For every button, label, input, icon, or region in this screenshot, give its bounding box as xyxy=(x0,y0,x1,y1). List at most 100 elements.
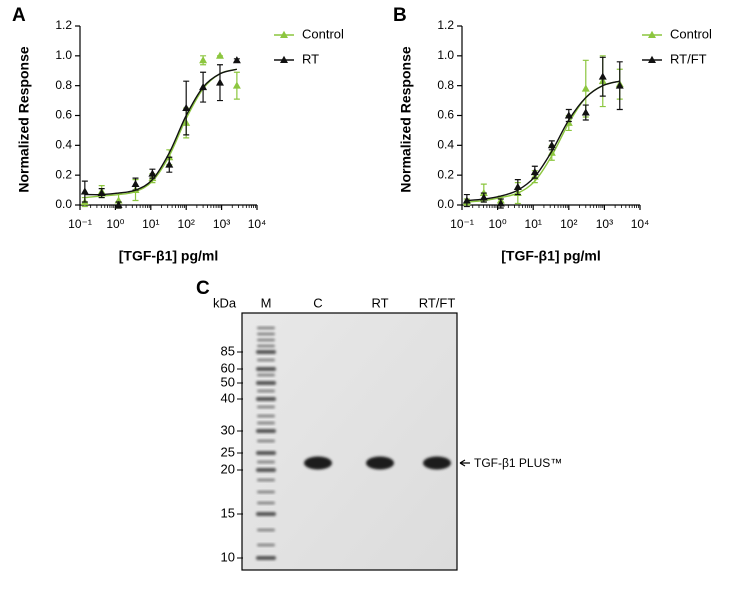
ladder-band xyxy=(256,429,276,433)
ladder-band-minor xyxy=(257,460,275,464)
marker-size-label: 30 xyxy=(221,422,235,437)
legend-label: Control xyxy=(670,26,712,41)
ladder-band xyxy=(256,468,276,472)
legend-marker xyxy=(648,55,656,63)
marker-size-label: 50 xyxy=(221,374,235,389)
legend-marker xyxy=(280,55,288,63)
ladder-band xyxy=(256,350,276,354)
y-tick-label: 0.8 xyxy=(55,78,72,92)
marker-size-label: 10 xyxy=(221,549,235,564)
x-axis-label: [TGF-β1] pg/ml xyxy=(119,248,219,264)
marker-size-label: 60 xyxy=(221,360,235,375)
fit-curve xyxy=(84,68,238,199)
ladder-band xyxy=(256,397,276,401)
data-point xyxy=(530,167,539,176)
x-tick-label: 10⁻¹ xyxy=(68,217,92,231)
legend-label: RT/FT xyxy=(670,51,707,66)
y-tick-label: 0.4 xyxy=(437,138,454,152)
data-point xyxy=(114,200,123,208)
y-tick-label: 0.2 xyxy=(437,167,454,181)
data-point xyxy=(131,179,140,188)
data-point xyxy=(97,188,106,197)
data-point xyxy=(215,78,224,86)
band-label: TGF-β1 PLUS™ xyxy=(474,456,562,470)
y-tick-label: 1.2 xyxy=(437,18,454,32)
band-arrow xyxy=(459,459,470,467)
data-point xyxy=(182,103,191,111)
legend-marker xyxy=(648,30,656,38)
protein-band xyxy=(366,456,394,470)
x-tick-label: 10⁻¹ xyxy=(450,217,474,231)
y-tick-label: 0.6 xyxy=(55,108,72,122)
data-point xyxy=(598,72,607,80)
fit-curve xyxy=(466,80,620,203)
panel-label: B xyxy=(393,5,407,26)
ladder-band xyxy=(256,381,276,385)
x-tick-label: 10² xyxy=(560,217,577,231)
fit-curve xyxy=(84,68,238,196)
y-axis-label: Normalized Response xyxy=(16,46,32,192)
ladder-band-minor xyxy=(257,326,275,330)
legend-marker xyxy=(280,30,288,38)
unit-label: kDa xyxy=(213,295,237,310)
data-point xyxy=(80,187,89,195)
y-tick-label: 0.8 xyxy=(437,78,454,92)
ladder-band-minor xyxy=(257,543,275,547)
y-tick-label: 1.0 xyxy=(437,48,454,62)
data-point xyxy=(165,153,174,161)
fit-curve xyxy=(466,80,620,202)
data-point xyxy=(479,193,488,201)
data-point xyxy=(581,84,590,92)
data-point xyxy=(199,56,208,64)
y-tick-label: 0.4 xyxy=(55,138,72,152)
y-tick-label: 1.0 xyxy=(55,48,72,62)
ladder-band-minor xyxy=(257,389,275,393)
ladder-band-minor xyxy=(257,405,275,409)
data-point xyxy=(165,160,174,168)
ladder-band-minor xyxy=(257,344,275,348)
marker-size-label: 20 xyxy=(221,461,235,476)
ladder-band-minor xyxy=(257,478,275,482)
x-tick-label: 10³ xyxy=(213,217,230,231)
protein-band xyxy=(423,456,451,470)
data-point xyxy=(479,188,488,197)
data-point xyxy=(513,182,522,191)
protein-band xyxy=(304,456,332,470)
legend-label: RT xyxy=(302,51,319,66)
marker-size-label: 40 xyxy=(221,390,235,405)
data-point xyxy=(199,82,208,91)
marker-size-label: 15 xyxy=(221,505,235,520)
ladder-band-minor xyxy=(257,490,275,494)
lane-label: RT xyxy=(371,295,388,310)
x-tick-label: 10¹ xyxy=(525,217,542,231)
gel-image xyxy=(241,312,458,571)
panel-label: A xyxy=(12,5,26,26)
x-tick-label: 10¹ xyxy=(142,217,159,231)
ladder-band-minor xyxy=(257,338,275,342)
ladder-band-minor xyxy=(257,421,275,425)
y-tick-label: 0.2 xyxy=(55,167,72,181)
lane-label: RT/FT xyxy=(419,295,456,310)
x-tick-label: 10⁰ xyxy=(489,217,507,231)
ladder-band xyxy=(256,367,276,371)
data-point xyxy=(232,56,241,64)
x-tick-label: 10⁰ xyxy=(106,217,124,231)
data-point xyxy=(581,108,590,116)
ladder-band-minor xyxy=(257,528,275,532)
x-tick-label: 10² xyxy=(178,217,195,231)
ladder-band-minor xyxy=(257,414,275,418)
ladder-band xyxy=(256,556,276,560)
y-tick-label: 0.6 xyxy=(437,108,454,122)
y-tick-label: 0.0 xyxy=(55,197,72,211)
data-point xyxy=(615,81,624,89)
lane-label: C xyxy=(313,295,322,310)
ladder-band-minor xyxy=(257,358,275,362)
data-point xyxy=(148,169,157,177)
y-axis-label: Normalized Response xyxy=(398,46,414,192)
x-tick-label: 10³ xyxy=(596,217,613,231)
data-point xyxy=(564,111,573,119)
ladder-band-minor xyxy=(257,501,275,505)
marker-size-label: 25 xyxy=(221,444,235,459)
ladder-band-minor xyxy=(257,439,275,443)
